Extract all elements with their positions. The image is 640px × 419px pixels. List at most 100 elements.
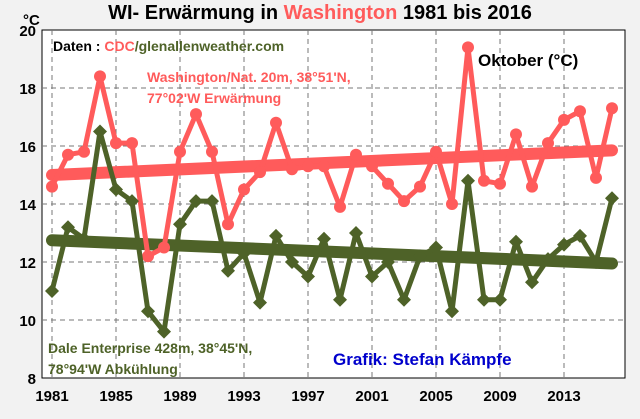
washington-label-line1: Washington/Nat. 20m, 38°51'N, (147, 69, 351, 85)
dale-point (93, 124, 107, 139)
dale-point (221, 263, 235, 278)
washington-point (526, 180, 538, 193)
washington-series-label: Washington/Nat. 20m, 38°51'N, 77°02'W Er… (147, 67, 351, 109)
dale-series-label: Dale Enterprise 428m, 38°45'N, 78°94'W A… (48, 338, 252, 380)
washington-point (142, 250, 154, 263)
dale-point (141, 304, 155, 319)
y-tick-label: 20 (19, 23, 36, 40)
dale-point (317, 231, 331, 246)
washington-point (318, 160, 330, 173)
y-tick-label: 18 (19, 81, 36, 98)
dale-point (541, 252, 555, 267)
washington-point (398, 195, 410, 208)
dale-point (237, 246, 251, 261)
x-tick-label: 2001 (355, 388, 388, 405)
washington-point (366, 160, 378, 173)
dale-point (589, 255, 603, 269)
dale-point (61, 220, 75, 235)
credit-label: Grafik: Stefan Kämpfe (333, 350, 512, 369)
dale-label-line1: Dale Enterprise 428m, 38°45'N, (48, 340, 253, 356)
dale-point (445, 304, 459, 319)
dale-point (269, 228, 283, 243)
title-highlight: Washington (283, 2, 398, 24)
washington-point (494, 177, 506, 190)
washington-point (254, 166, 266, 179)
dale-point (477, 292, 491, 307)
x-tick-label: 2005 (419, 388, 452, 405)
dale-point (509, 234, 523, 249)
dale-point (573, 228, 587, 243)
source-cdc: CDC (104, 38, 135, 54)
dale-point (397, 292, 411, 307)
washington-point (510, 128, 522, 141)
dale-point (461, 173, 475, 188)
dale-point (365, 269, 379, 284)
washington-series-line (49, 44, 615, 259)
y-tick-label: 16 (19, 139, 36, 156)
washington-point (174, 145, 186, 158)
washington-point (270, 116, 282, 129)
washington-point (606, 102, 618, 115)
washington-point (110, 137, 122, 150)
x-tick-label: 1993 (227, 388, 260, 405)
washington-label-line2: 77°02'W Erwärmung (147, 90, 282, 106)
washington-point (46, 180, 58, 193)
washington-point (158, 241, 170, 254)
x-tick-label: 1985 (99, 388, 132, 405)
dale-point (189, 194, 203, 209)
dale-point (77, 231, 91, 246)
tick-labels: 8 10 12 14 16 18 20 1981 1985 1989 1993 1997 2001 200… (19, 23, 580, 405)
washington-point (334, 200, 346, 213)
y-tick-label: 14 (19, 197, 36, 214)
y-tick-label: 8 (28, 371, 36, 388)
washington-point (350, 148, 362, 161)
dale-point (413, 249, 427, 264)
washington-point (462, 41, 474, 54)
dale-label-line2: 78°94'W Abkühlung (48, 361, 178, 377)
washington-point (222, 218, 234, 231)
dale-point (381, 255, 395, 269)
x-tick-label: 1981 (35, 388, 68, 405)
washington-point (382, 177, 394, 190)
dale-series-line (49, 129, 615, 335)
dale-point (349, 226, 363, 240)
dale-point (301, 269, 315, 284)
source-site: /glenallenweather.com (134, 38, 285, 54)
dale-point (429, 240, 443, 255)
washington-point (414, 180, 426, 193)
dale-point (605, 191, 619, 206)
washington-point (574, 105, 586, 118)
washington-point (238, 183, 250, 196)
dale-point (45, 284, 59, 298)
dale-point (525, 275, 539, 290)
y-tick-label: 10 (19, 313, 36, 330)
washington-point (446, 198, 458, 210)
y-unit-label: °C (23, 12, 40, 29)
washington-point (126, 137, 138, 150)
y-tick-label: 12 (19, 255, 36, 272)
washington-point (94, 70, 106, 83)
washington-point (286, 163, 298, 176)
washington-point (478, 174, 490, 187)
grid-lines (42, 30, 625, 378)
x-tick-label: 1997 (291, 388, 324, 405)
dale-point (253, 295, 267, 310)
washington-point (78, 145, 90, 158)
washington-point (206, 145, 218, 158)
washington-point (542, 137, 554, 150)
washington-point (190, 108, 202, 121)
washington-point (430, 145, 442, 158)
dale-point (157, 324, 171, 339)
dale-point (333, 292, 347, 307)
washington-point (558, 113, 570, 126)
dale-point (557, 237, 571, 252)
dale-point (173, 217, 187, 232)
washington-point (590, 171, 602, 184)
washington-point (62, 148, 74, 161)
x-tick-label: 2009 (483, 388, 516, 405)
x-tick-label: 1989 (163, 388, 196, 405)
dale-point (125, 194, 139, 209)
data-series (45, 41, 619, 339)
dale-point (109, 182, 123, 197)
